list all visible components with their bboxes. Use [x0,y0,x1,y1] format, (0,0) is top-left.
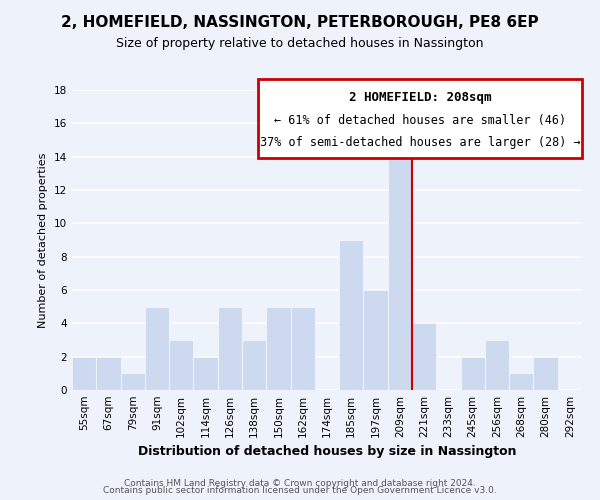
Text: Size of property relative to detached houses in Nassington: Size of property relative to detached ho… [116,38,484,51]
Bar [72,356,96,390]
Bar [96,356,121,390]
Text: Contains HM Land Registry data © Crown copyright and database right 2024.: Contains HM Land Registry data © Crown c… [124,478,476,488]
Bar [485,340,509,390]
Bar [218,306,242,390]
Y-axis label: Number of detached properties: Number of detached properties [38,152,49,328]
Text: 2, HOMEFIELD, NASSINGTON, PETERBOROUGH, PE8 6EP: 2, HOMEFIELD, NASSINGTON, PETERBOROUGH, … [61,15,539,30]
Bar [242,340,266,390]
FancyBboxPatch shape [258,80,582,158]
Bar [290,306,315,390]
Bar [193,356,218,390]
Bar [121,374,145,390]
X-axis label: Distribution of detached houses by size in Nassington: Distribution of detached houses by size … [138,446,516,458]
Bar [339,240,364,390]
Bar [533,356,558,390]
Text: 2 HOMEFIELD: 208sqm: 2 HOMEFIELD: 208sqm [349,92,491,104]
Text: ← 61% of detached houses are smaller (46): ← 61% of detached houses are smaller (46… [274,114,566,127]
Bar [412,324,436,390]
Bar [509,374,533,390]
Bar [461,356,485,390]
Text: 37% of semi-detached houses are larger (28) →: 37% of semi-detached houses are larger (… [260,136,580,149]
Bar [145,306,169,390]
Bar [388,156,412,390]
Bar [266,306,290,390]
Bar [169,340,193,390]
Bar [364,290,388,390]
Text: Contains public sector information licensed under the Open Government Licence v3: Contains public sector information licen… [103,486,497,495]
